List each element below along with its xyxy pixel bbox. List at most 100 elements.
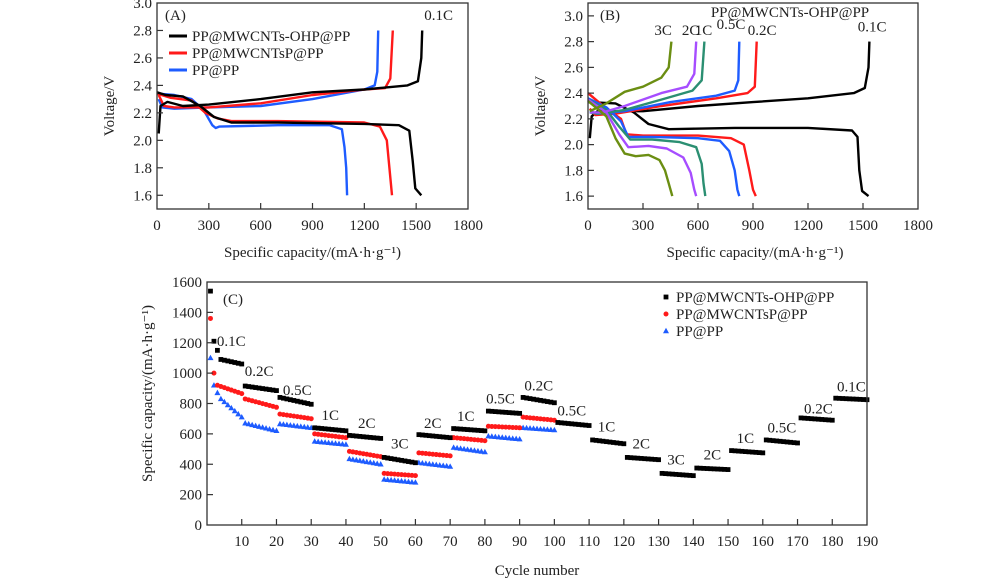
data-point [520, 395, 526, 400]
data-point [371, 435, 377, 441]
data-point [683, 472, 689, 478]
data-point [760, 450, 766, 456]
data-point [586, 423, 592, 428]
data-point [298, 399, 304, 405]
data-point [217, 395, 224, 402]
rate-label: 1C [737, 431, 755, 447]
data-point [228, 359, 234, 365]
x-tick-label: 70 [443, 534, 458, 550]
data-point [458, 426, 463, 432]
data-point [465, 427, 470, 432]
data-point [791, 440, 797, 446]
data-point [353, 456, 360, 463]
data-point [478, 448, 485, 454]
data-point [551, 426, 558, 433]
data-point [802, 415, 807, 421]
panel-b-label: (B) [600, 8, 620, 24]
data-point [381, 455, 387, 460]
data-point [600, 438, 606, 444]
y-tick-label: 1.6 [564, 189, 583, 205]
data-point [464, 446, 471, 452]
data-point [239, 361, 245, 367]
y-tick-label: 1.6 [133, 188, 152, 204]
data-point [579, 422, 585, 428]
data-point [680, 472, 686, 478]
data-point [781, 439, 787, 445]
data-point [426, 433, 432, 439]
data-point [347, 432, 352, 438]
data-point [294, 398, 300, 404]
rate-label: 2C [704, 448, 722, 464]
data-point [322, 426, 328, 432]
data-point [364, 434, 370, 440]
data-point [645, 456, 651, 462]
data-point [461, 445, 468, 452]
x-tick-label: 120 [613, 534, 636, 550]
data-point [423, 432, 429, 438]
data-point [454, 444, 461, 451]
data-point [597, 438, 602, 444]
data-point [207, 315, 213, 321]
data-point [353, 433, 359, 439]
rate-label: 3C [391, 436, 409, 452]
data-point [492, 409, 498, 414]
x-tick-label: 600 [687, 218, 710, 234]
discharge-curve-2c [587, 98, 698, 197]
data-point [836, 395, 842, 401]
data-point [395, 457, 401, 463]
data-point [357, 434, 363, 439]
data-point [208, 288, 213, 294]
rate-label: 0.1C [837, 379, 866, 395]
legend-marker [663, 294, 669, 300]
data-point [843, 396, 849, 402]
data-point [433, 433, 439, 439]
data-point [638, 456, 644, 461]
data-point [472, 427, 477, 433]
data-point [753, 449, 759, 455]
data-point [763, 437, 769, 443]
data-point [649, 456, 655, 462]
data-point [242, 383, 248, 389]
data-point [312, 425, 318, 431]
rate-label: 0.5C [486, 392, 515, 408]
data-point [524, 395, 529, 401]
data-point [548, 399, 554, 405]
data-point [356, 457, 363, 463]
data-point [725, 467, 731, 472]
data-point [475, 427, 481, 433]
charge-curve-1c [589, 41, 706, 115]
y-tick-label: 2.4 [133, 78, 152, 94]
data-point [360, 458, 367, 464]
data-point [221, 398, 228, 405]
data-point [266, 425, 273, 432]
data-point [749, 449, 755, 455]
y-tick-label: 2.4 [564, 86, 583, 102]
data-point [287, 397, 293, 403]
y-tick-label: 1400 [172, 305, 202, 321]
data-point [238, 413, 245, 420]
data-point [430, 433, 436, 439]
data-point [767, 437, 773, 443]
data-point [485, 408, 491, 414]
data-point [677, 472, 682, 478]
data-point [732, 448, 738, 454]
panel-c-rate-performance: 10 20 30 40 50 60 70 80 90 100 110 120 130 140 150 160 1… [140, 275, 878, 579]
y-tick-label: 1600 [172, 275, 202, 291]
x-tick-label: 1500 [848, 218, 878, 234]
rate-label: 0.5C [557, 404, 586, 420]
data-point [833, 395, 839, 401]
data-point [697, 465, 703, 471]
panel-b-title: PP@MWCNTs-OHP@PP [711, 5, 869, 21]
data-point [461, 426, 467, 432]
data-point [253, 385, 259, 390]
x-tick-label: 20 [269, 534, 284, 550]
panel-a-voltage-profiles: 0 300 600 900 1200 1500 1800 1.6 1.8 2.0 2.2 2.4 2.6… [102, 0, 483, 261]
legend-label: PP@MWCNTsP@PP [676, 307, 808, 323]
data-point [656, 457, 661, 463]
legend-marker [663, 311, 669, 317]
discharge-curve-0p5c [587, 97, 741, 197]
data-point [538, 397, 543, 403]
rate-label: 0.1C [217, 334, 246, 350]
data-point [319, 426, 325, 431]
x-tick-label: 0 [584, 218, 592, 234]
